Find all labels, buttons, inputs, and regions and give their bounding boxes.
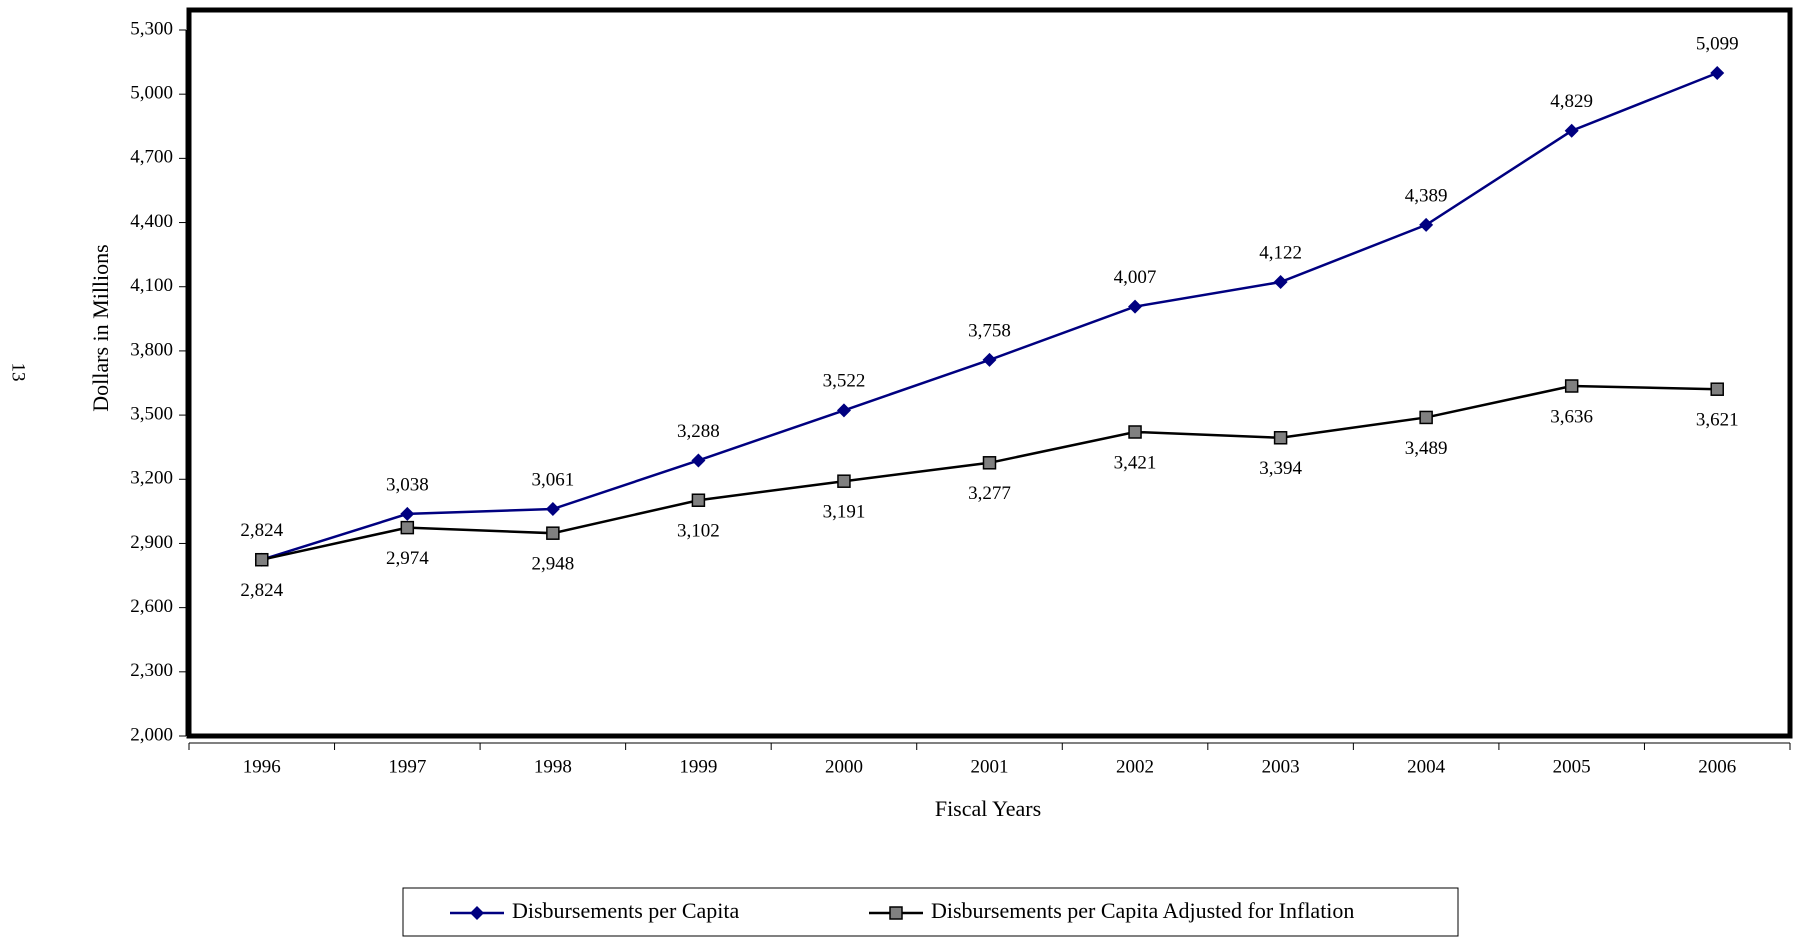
data-point <box>691 493 706 507</box>
data-point <box>400 520 415 535</box>
data-label: 3,621 <box>1696 410 1739 431</box>
y-tick-label: 4,700 <box>130 147 173 168</box>
x-tick-label: 2004 <box>1407 756 1446 777</box>
data-point <box>1710 382 1724 396</box>
data-point <box>1128 425 1142 439</box>
data-label: 2,948 <box>531 554 574 575</box>
data-point <box>836 403 851 418</box>
data-point <box>1564 379 1579 393</box>
data-label: 2,824 <box>240 520 283 541</box>
data-label: 4,829 <box>1550 91 1593 112</box>
data-point <box>1273 431 1288 445</box>
data-point <box>1710 66 1725 81</box>
plot-frame <box>186 7 1793 739</box>
x-tick-label: 1997 <box>388 756 426 777</box>
x-tick-label: 1996 <box>243 756 281 777</box>
data-point <box>837 474 851 488</box>
data-point <box>1273 275 1288 290</box>
data-label: 2,974 <box>386 548 429 569</box>
data-point <box>546 526 560 540</box>
y-tick-label: 2,600 <box>130 596 173 617</box>
x-axis-label: Fiscal Years <box>935 796 1041 821</box>
x-tick-label: 2002 <box>1116 756 1154 777</box>
series-line <box>261 384 1718 561</box>
x-tick-label: 1999 <box>679 756 717 777</box>
data-point <box>255 552 269 567</box>
data-label: 2,824 <box>240 580 283 601</box>
data-label: 3,288 <box>677 421 720 442</box>
y-tick-label: 2,900 <box>130 532 173 553</box>
data-label: 4,007 <box>1114 267 1157 288</box>
x-tick-label: 2000 <box>825 756 863 777</box>
legend-box <box>402 887 1459 937</box>
y-axis-label: Dollars in Millions <box>88 244 113 411</box>
x-tick-label: 2003 <box>1262 756 1300 777</box>
y-tick-label: 3,200 <box>130 468 173 489</box>
x-tick-label: 2006 <box>1698 756 1736 777</box>
data-point <box>545 502 560 517</box>
data-point <box>982 456 997 470</box>
data-label: 3,061 <box>531 469 574 490</box>
x-tick-label: 2005 <box>1553 756 1591 777</box>
data-label: 3,038 <box>386 474 429 495</box>
data-label: 3,522 <box>823 371 866 392</box>
x-tick-label: 2001 <box>971 756 1009 777</box>
data-label: 3,421 <box>1114 452 1157 473</box>
y-tick-label: 5,300 <box>130 18 173 39</box>
y-tick-label: 3,800 <box>130 339 173 360</box>
data-point <box>982 352 997 367</box>
data-point <box>1128 299 1143 314</box>
legend-marker <box>470 906 484 920</box>
page-number: 13 <box>8 363 29 382</box>
data-point <box>400 506 415 521</box>
y-tick-label: 2,000 <box>130 724 173 745</box>
data-point <box>691 453 706 468</box>
data-label: 3,394 <box>1259 458 1302 479</box>
y-tick-label: 2,300 <box>130 660 173 681</box>
legend-label: Disbursements per Capita Adjusted for In… <box>931 898 1354 923</box>
data-point <box>1419 217 1434 232</box>
data-label: 3,489 <box>1405 438 1448 459</box>
data-point <box>1564 123 1579 138</box>
data-label: 3,102 <box>677 521 720 542</box>
data-label: 4,389 <box>1405 185 1448 206</box>
y-tick-label: 5,000 <box>130 83 173 104</box>
data-point <box>1419 410 1433 425</box>
y-tick-label: 4,100 <box>130 275 173 296</box>
legend-marker <box>889 906 903 920</box>
y-tick-label: 3,500 <box>130 403 173 424</box>
data-label: 3,191 <box>823 502 866 523</box>
data-label: 5,099 <box>1696 33 1739 54</box>
y-tick-label: 4,400 <box>130 211 173 232</box>
data-label: 3,277 <box>968 483 1011 504</box>
data-label: 4,122 <box>1259 242 1302 263</box>
data-label: 3,636 <box>1550 406 1593 427</box>
x-tick-label: 1998 <box>534 756 572 777</box>
legend-label: Disbursements per Capita <box>512 898 740 923</box>
data-label: 3,758 <box>968 320 1011 341</box>
